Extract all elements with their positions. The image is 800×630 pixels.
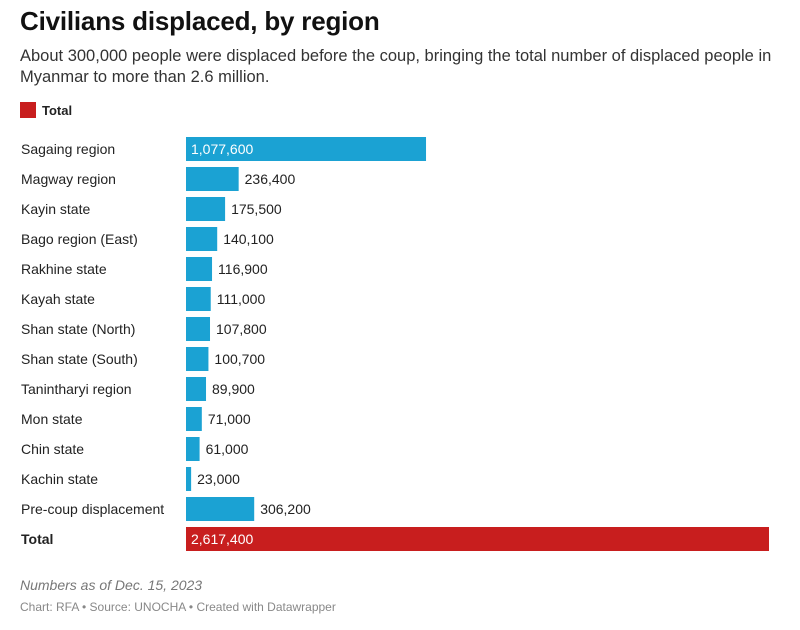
- bar: [186, 467, 192, 491]
- bar: [186, 227, 218, 251]
- bar: [186, 377, 207, 401]
- bar: [186, 437, 200, 461]
- category-label: Magway region: [21, 171, 116, 187]
- bar: [186, 257, 213, 281]
- category-label: Pre-coup displacement: [21, 501, 164, 517]
- bar: [186, 347, 209, 371]
- category-label: Shan state (North): [21, 321, 135, 337]
- category-label: Tanintharyi region: [21, 381, 132, 397]
- chart-subtitle: About 300,000 people were displaced befo…: [20, 47, 772, 86]
- value-label: 2,617,400: [191, 531, 253, 547]
- value-label: 107,800: [216, 321, 267, 337]
- bar-chart: Sagaing region 1,077,600 Magway region 236,…: [21, 137, 769, 551]
- value-label: 61,000: [206, 441, 249, 457]
- value-label: 175,500: [231, 201, 282, 217]
- value-label: 236,400: [245, 171, 296, 187]
- bar-total: [186, 527, 769, 551]
- bar: [186, 407, 202, 431]
- value-label: 71,000: [208, 411, 251, 427]
- category-label: Kachin state: [21, 471, 98, 487]
- value-label: 140,100: [223, 231, 274, 247]
- chart-note: Numbers as of Dec. 15, 2023: [20, 577, 203, 593]
- category-label: Kayin state: [21, 201, 90, 217]
- bar: [186, 137, 427, 161]
- value-label: 89,900: [212, 381, 255, 397]
- legend-swatch-total: [20, 102, 36, 118]
- category-label: Shan state (South): [21, 351, 138, 367]
- value-label: 306,200: [260, 501, 311, 517]
- legend-label-total: Total: [42, 102, 73, 118]
- value-label: 1,077,600: [191, 141, 253, 157]
- category-label: Rakhine state: [21, 261, 107, 277]
- category-label: Chin state: [21, 441, 84, 457]
- bar: [186, 287, 211, 311]
- value-label: 100,700: [214, 351, 265, 367]
- value-label: 111,000: [217, 291, 266, 307]
- chart-title: Civilians displaced, by region: [20, 6, 380, 36]
- category-label: Sagaing region: [21, 141, 115, 157]
- chart-credit: Chart: RFA • Source: UNOCHA • Created wi…: [20, 600, 336, 614]
- bar: [186, 197, 226, 221]
- legend: Total: [20, 102, 72, 118]
- category-label: Mon state: [21, 411, 83, 427]
- value-label: 116,900: [218, 261, 268, 277]
- category-label: Kayah state: [21, 291, 95, 307]
- category-label: Total: [21, 531, 53, 547]
- value-label: 23,000: [197, 471, 240, 487]
- category-label: Bago region (East): [21, 231, 138, 247]
- bar: [186, 317, 211, 341]
- bar: [186, 167, 239, 191]
- bar: [186, 497, 255, 521]
